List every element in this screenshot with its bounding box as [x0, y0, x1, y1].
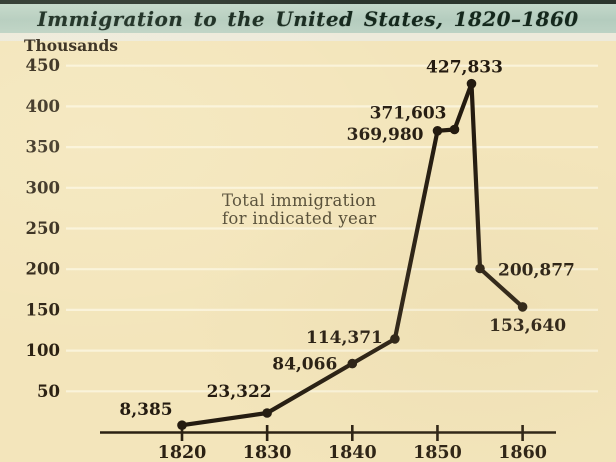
chart-title-band: Immigration to the United States, 1820–1… [0, 0, 616, 33]
data-point-label: 200,877 [498, 261, 575, 281]
y-tick-label: 50 [37, 382, 60, 401]
data-point-label: 153,640 [489, 316, 566, 336]
data-point [475, 263, 485, 274]
data-point-label: 427,833 [426, 58, 503, 78]
data-point [432, 126, 443, 136]
data-point [262, 408, 272, 418]
x-tick-label: 1860 [498, 443, 547, 462]
data-point [449, 124, 460, 135]
y-tick-label: 300 [26, 178, 60, 197]
y-axis-unit-label: Thousands [24, 36, 118, 55]
data-point [347, 358, 358, 369]
data-point-label: 114,371 [306, 328, 383, 348]
series-annotation-line2: for indicated year [222, 209, 376, 228]
x-tick-label: 1840 [328, 443, 377, 462]
x-tick-label: 1830 [243, 443, 292, 462]
data-point [517, 302, 528, 312]
data-point [390, 334, 400, 344]
y-tick-label: 200 [26, 260, 60, 279]
y-tick-label: 350 [26, 138, 60, 157]
y-tick-label: 450 [26, 56, 60, 75]
page-title: Immigration to the United States, 1820–1… [37, 6, 579, 31]
y-tick-label: 100 [26, 341, 60, 360]
data-point-label: 371,603 [370, 104, 447, 124]
data-point [466, 78, 477, 89]
data-point-label: 369,980 [347, 125, 424, 145]
series-annotation-line1: Total immigration [222, 191, 376, 210]
data-point-label: 84,066 [272, 355, 337, 375]
x-tick-label: 1850 [413, 443, 462, 462]
data-point-label: 8,385 [119, 400, 172, 420]
y-tick-label: 400 [26, 97, 60, 116]
y-tick-label: 150 [26, 300, 60, 319]
y-tick-label: 250 [26, 219, 60, 238]
x-tick-label: 1820 [158, 443, 207, 462]
title-band-lower-strip [0, 33, 616, 41]
data-point-label: 23,322 [207, 382, 272, 402]
data-point [177, 420, 187, 431]
